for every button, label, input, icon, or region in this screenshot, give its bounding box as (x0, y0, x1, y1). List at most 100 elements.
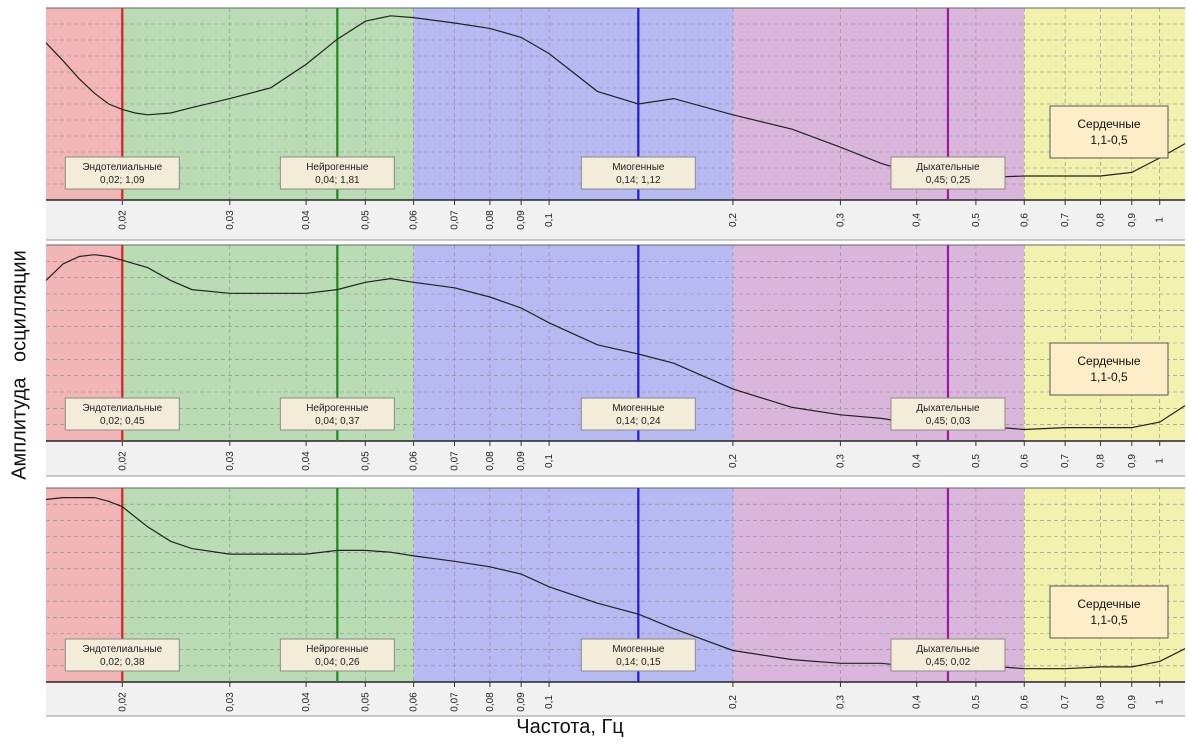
x-tick-label: 0,7 (1060, 454, 1071, 468)
x-tick-label: 0,06 (409, 451, 420, 471)
marker-label-name: Нейрогенные (306, 162, 369, 173)
chart-panel-2: 0,02 0,03 0,04 0,05 0,06 0,07 0,08 0,09 0,1 0,2 0,… (45, 244, 1186, 477)
x-tick-label: 0,05 (360, 692, 371, 712)
marker-label-box (64, 397, 180, 431)
x-tick-label: 0,6 (1019, 213, 1030, 227)
x-tick-label: 1 (1155, 699, 1166, 705)
x-tick-label: 0,04 (301, 451, 312, 471)
marker-label-value: 0,45; 0,02 (926, 657, 971, 668)
x-tick-label: 1 (1155, 217, 1166, 223)
cardiac-box-range: 1,1-0,5 (1090, 133, 1128, 147)
x-tick-label: 0,2 (728, 695, 739, 709)
x-tick-label: 0,03 (225, 692, 236, 712)
marker-label-value: 0,02; 1,09 (100, 175, 145, 186)
x-tick-label: 0,02 (117, 210, 128, 230)
x-axis-label: Частота, Гц (516, 716, 624, 738)
y-axis-label-text: Амплитуда осцилляции (8, 250, 31, 480)
marker-label-box (890, 397, 1006, 431)
x-tick-label: 0,06 (409, 692, 420, 712)
marker-label-box (580, 156, 696, 190)
x-tick-label: 0,5 (971, 213, 982, 227)
cardiac-box (1049, 105, 1169, 159)
x-tick-label: 0,9 (1127, 213, 1138, 227)
marker-label-value: 0,04; 0,37 (315, 416, 360, 427)
x-tick-label: 0,8 (1096, 213, 1107, 227)
marker-label-name: Эндотелиальные (82, 403, 162, 414)
x-tick-label: 0,4 (912, 454, 923, 468)
x-tick-label: 0,09 (516, 451, 527, 471)
marker-label-box (64, 156, 180, 190)
x-tick-label: 0,9 (1127, 695, 1138, 709)
marker-label-value: 0,14; 0,15 (616, 657, 661, 668)
marker-label-name: Эндотелиальные (82, 162, 162, 173)
marker-label-value: 0,04; 1,81 (315, 175, 360, 186)
x-tick-label: 0,1 (544, 695, 555, 709)
chart-panel-3: 0,02 0,03 0,04 0,05 0,06 0,07 0,08 0,09 0,1 0,2 0,… (45, 487, 1186, 717)
x-tick-label: 0,3 (835, 213, 846, 227)
cardiac-box-title: Сердечные (1077, 117, 1141, 131)
marker-label-value: 0,04; 0,26 (315, 657, 360, 668)
marker-label-box (580, 638, 696, 672)
marker-label-name: Эндотелиальные (82, 644, 162, 655)
y-axis-label: Амплитуда осцилляции (4, 150, 36, 580)
x-tick-label: 1 (1155, 458, 1166, 464)
x-tick-label: 0,2 (728, 213, 739, 227)
x-tick-label: 0,9 (1127, 454, 1138, 468)
marker-label-box (279, 397, 395, 431)
marker-label-box (890, 638, 1006, 672)
axis-strip (46, 442, 1185, 476)
x-tick-label: 0,07 (450, 692, 461, 712)
cardiac-box-title: Сердечные (1077, 354, 1141, 368)
x-tick-label: 0,7 (1060, 695, 1071, 709)
x-tick-label: 0,3 (835, 695, 846, 709)
marker-label-value: 0,02; 0,45 (100, 416, 145, 427)
x-tick-label: 0,1 (544, 213, 555, 227)
x-tick-label: 0,4 (912, 213, 923, 227)
marker-label-box (279, 156, 395, 190)
cardiac-box (1049, 585, 1169, 639)
x-tick-label: 0,08 (485, 692, 496, 712)
marker-label-value: 0,14; 0,24 (616, 416, 661, 427)
x-tick-label: 0,03 (225, 210, 236, 230)
x-tick-label: 0,5 (971, 454, 982, 468)
x-tick-label: 0,04 (301, 210, 312, 230)
x-tick-label: 0,07 (450, 451, 461, 471)
marker-label-name: Дыхательные (916, 403, 980, 414)
marker-label-box (890, 156, 1006, 190)
x-tick-label: 0,6 (1019, 695, 1030, 709)
cardiac-box (1049, 342, 1169, 396)
marker-label-name: Миогенные (612, 644, 665, 655)
marker-label-name: Дыхательные (916, 162, 980, 173)
marker-label-name: Нейрогенные (306, 403, 369, 414)
marker-label-box (64, 638, 180, 672)
cardiac-box-range: 1,1-0,5 (1090, 370, 1128, 384)
x-tick-label: 0,07 (450, 210, 461, 230)
marker-label-value: 0,14; 1,12 (616, 175, 661, 186)
marker-label-name: Миогенные (612, 403, 665, 414)
x-tick-label: 0,05 (360, 210, 371, 230)
marker-label-box (580, 397, 696, 431)
x-tick-label: 0,1 (544, 454, 555, 468)
x-tick-label: 0,03 (225, 451, 236, 471)
x-tick-label: 0,09 (516, 692, 527, 712)
marker-label-box (279, 638, 395, 672)
x-tick-label: 0,2 (728, 454, 739, 468)
marker-label-value: 0,02; 0,38 (100, 657, 145, 668)
x-tick-label: 0,02 (117, 451, 128, 471)
marker-label-name: Дыхательные (916, 644, 980, 655)
x-tick-label: 0,04 (301, 692, 312, 712)
marker-label-name: Нейрогенные (306, 644, 369, 655)
x-tick-label: 0,06 (409, 210, 420, 230)
x-tick-label: 0,4 (912, 695, 923, 709)
x-tick-label: 0,05 (360, 451, 371, 471)
marker-label-value: 0,45; 0,03 (926, 416, 971, 427)
cardiac-box-range: 1,1-0,5 (1090, 613, 1128, 627)
x-tick-label: 0,3 (835, 454, 846, 468)
x-tick-label: 0,8 (1096, 454, 1107, 468)
axis-strip (46, 201, 1185, 240)
x-tick-label: 0,5 (971, 695, 982, 709)
x-tick-label: 0,8 (1096, 695, 1107, 709)
marker-label-name: Миогенные (612, 162, 665, 173)
x-tick-label: 0,02 (117, 692, 128, 712)
